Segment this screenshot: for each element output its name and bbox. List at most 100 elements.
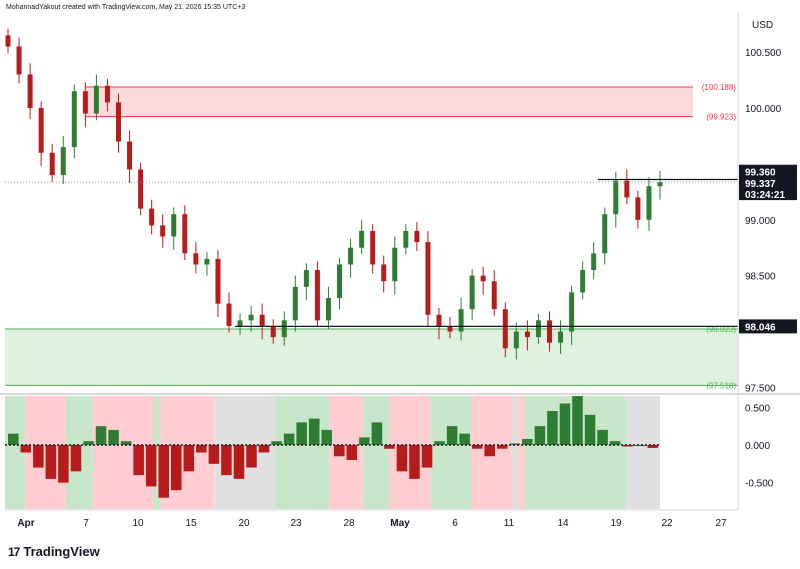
histogram-bar (108, 429, 119, 445)
candle-body (436, 314, 442, 326)
candle-body (392, 247, 398, 282)
regime-band-bull (5, 396, 26, 509)
histogram-bar (196, 444, 207, 453)
histogram-bar (95, 426, 107, 445)
candle-body (513, 331, 519, 349)
candle-body (237, 320, 243, 326)
candle-body (602, 214, 608, 254)
support-top-label: (98.023) (706, 325, 736, 334)
histogram-bar (221, 444, 232, 476)
price-tick-label: 100.000 (745, 104, 782, 115)
candle-body (613, 180, 619, 215)
tradingview-logo[interactable]: 17 TradingView (8, 544, 100, 559)
oscillator-tick-label: 0.000 (745, 441, 770, 452)
time-tick-label: May (390, 518, 410, 529)
time-tick-label: 22 (661, 518, 673, 529)
oscillator-histogram (8, 396, 658, 498)
candle-body (657, 182, 663, 187)
histogram-bar (20, 444, 32, 453)
histogram-bar (321, 429, 332, 445)
candle-body (447, 325, 453, 332)
candle-body (381, 264, 387, 282)
candle-body (281, 320, 287, 338)
histogram-bar (271, 441, 282, 445)
resistance-bottom-label: (99.923) (706, 113, 736, 122)
price-pane[interactable]: (100.188) (99.923) (98.023) (97.518) (5, 13, 738, 393)
time-tick-label: 23 (290, 518, 302, 529)
candle-body (591, 253, 597, 271)
time-axis[interactable]: Apr 7 10 15 20 23 28 May 6 11 14 19 22 27 (17, 518, 727, 529)
time-tick-label: 20 (238, 518, 250, 529)
price-tick-label: 99.000 (745, 216, 776, 227)
histogram-bar (446, 426, 458, 445)
candle-body (270, 325, 276, 338)
regime-band-bear (518, 396, 525, 509)
histogram-bar (534, 426, 546, 445)
candle-body (491, 281, 497, 310)
tradingview-logo-icon: 17 (8, 544, 20, 559)
support-zone[interactable] (5, 328, 738, 386)
histogram-bar (471, 444, 483, 449)
candle-body (127, 141, 133, 170)
candle-body (104, 85, 110, 103)
time-tick-label: Apr (17, 518, 34, 529)
candle-body (425, 242, 431, 315)
candle-body (414, 230, 420, 243)
candle-body (403, 230, 409, 248)
time-tick-label: 14 (557, 518, 569, 529)
histogram-bar (572, 396, 583, 445)
histogram-bar (647, 444, 658, 448)
histogram-bar (509, 443, 521, 445)
candle-body (204, 258, 210, 265)
oscillator-axis[interactable]: 0.500 0.000 -0.500 (745, 403, 774, 489)
currency-label: USD (752, 20, 773, 31)
regime-band-bear (92, 396, 154, 509)
histogram-bar (334, 444, 345, 457)
candle-body (38, 108, 44, 153)
candle-body (558, 331, 564, 343)
candle-body (182, 214, 188, 254)
histogram-bar (233, 444, 245, 479)
candle-body (5, 35, 11, 47)
histogram-bar (183, 444, 195, 472)
current-price-text: 99.337 (745, 179, 776, 190)
histogram-bar (409, 444, 420, 479)
histogram-bar (208, 444, 220, 464)
histogram-bar (83, 441, 94, 445)
histogram-bar (8, 433, 19, 445)
candle-body (337, 264, 343, 298)
candle-body (27, 74, 33, 108)
oscillator-tick-label: -0.500 (745, 479, 774, 490)
histogram-bar (421, 444, 433, 468)
price-axis[interactable]: 100.500 100.000 99.000 98.500 97.500 (745, 48, 782, 394)
histogram-bar (396, 444, 408, 472)
histogram-bar (497, 444, 508, 449)
histogram-bar (296, 422, 307, 445)
histogram-bar (308, 418, 320, 445)
candle-body (458, 309, 464, 332)
histogram-bar (547, 411, 558, 445)
time-tick-label: 28 (343, 518, 355, 529)
current-price-badge (739, 176, 797, 201)
candle-body (480, 275, 486, 282)
regime-band-bull (153, 396, 161, 509)
histogram-bar (70, 444, 82, 472)
brand-name: TradingView (23, 544, 100, 559)
candle-body (49, 152, 55, 176)
time-tick-label: 7 (83, 518, 89, 529)
candle-body (580, 270, 586, 293)
histogram-bar (634, 444, 646, 446)
candle-body (314, 270, 320, 321)
candle-body (16, 46, 22, 75)
candle-body (215, 258, 221, 304)
oscillator-pane[interactable] (5, 396, 660, 509)
candle-body (93, 85, 99, 114)
candles-layer (5, 28, 663, 360)
candle-body (348, 247, 354, 265)
high-price-badge-text: 99.360 (745, 168, 776, 179)
candle-body (546, 320, 552, 343)
candle-body (60, 147, 66, 176)
resistance-zone[interactable] (85, 86, 693, 117)
